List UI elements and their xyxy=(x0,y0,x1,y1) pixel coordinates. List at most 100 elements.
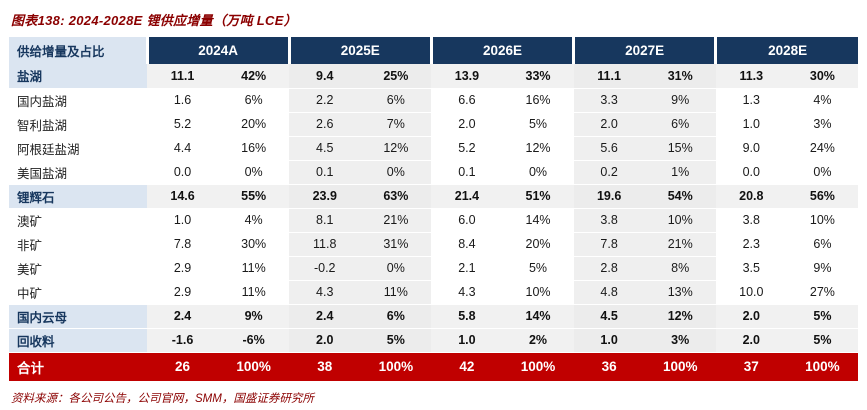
share-cell: 100% xyxy=(502,352,574,381)
value-cell: 2.4 xyxy=(289,304,361,329)
row-label: 国内云母 xyxy=(9,304,147,329)
value-cell: 37 xyxy=(715,352,787,381)
value-cell: 2.9 xyxy=(147,280,219,305)
header-year-2024a: 2024A xyxy=(145,37,290,64)
table-row: 国内盐湖 1.6 6% 2.2 6% 6.6 16% 3.3 9% 1.3 4% xyxy=(9,88,858,113)
share-cell: 55% xyxy=(218,184,290,209)
value-cell: 5.8 xyxy=(431,304,503,329)
table-row: 美矿 2.9 11% -0.2 0% 2.1 5% 2.8 8% 3.5 9% xyxy=(9,256,858,281)
share-cell: 12% xyxy=(360,136,432,161)
share-cell: 5% xyxy=(786,304,858,329)
share-cell: 4% xyxy=(786,88,858,113)
share-cell: 2% xyxy=(502,328,574,353)
row-label: 回收料 xyxy=(9,328,147,353)
share-cell: 21% xyxy=(644,232,716,257)
value-cell: 2.8 xyxy=(573,256,645,281)
value-cell: 9.0 xyxy=(715,136,787,161)
value-cell: 4.5 xyxy=(289,136,361,161)
share-cell: 16% xyxy=(218,136,290,161)
value-cell: 1.0 xyxy=(431,328,503,353)
share-cell: 6% xyxy=(786,232,858,257)
share-cell: 25% xyxy=(360,64,432,89)
share-cell: 5% xyxy=(502,256,574,281)
value-cell: 10.0 xyxy=(715,280,787,305)
header-year-2027e: 2027E xyxy=(572,37,716,64)
value-cell: 1.0 xyxy=(147,208,219,233)
share-cell: 6% xyxy=(644,112,716,137)
header-row: 供给增量及占比 2024A 2025E 2026E 2027E 2028E xyxy=(9,37,858,64)
value-cell: 26 xyxy=(147,352,219,381)
value-cell: 3.8 xyxy=(715,208,787,233)
share-cell: 100% xyxy=(786,352,858,381)
value-cell: 2.0 xyxy=(431,112,503,137)
value-cell: 5.2 xyxy=(431,136,503,161)
value-cell: 38 xyxy=(289,352,361,381)
share-cell: 12% xyxy=(502,136,574,161)
table-row: 锂辉石 14.6 55% 23.9 63% 21.4 51% 19.6 54% 20.8 56% xyxy=(9,184,858,209)
share-cell: 0% xyxy=(502,160,574,185)
share-cell: 14% xyxy=(502,304,574,329)
share-cell: 24% xyxy=(786,136,858,161)
value-cell: 1.6 xyxy=(147,88,219,113)
total-row: 合计 26 100% 38 100% 42 100% 36 100% 37 100% xyxy=(9,352,858,381)
value-cell: 36 xyxy=(573,352,645,381)
share-cell: 7% xyxy=(360,112,432,137)
source-note: 资料来源：各公司公告，公司官网，SMM，国盛证券研究所 xyxy=(11,393,314,405)
value-cell: 7.8 xyxy=(147,232,219,257)
table-row: 回收料 -1.6 -6% 2.0 5% 1.0 2% 1.0 3% 2.0 5% xyxy=(9,328,858,353)
header-label: 供给增量及占比 xyxy=(9,37,147,64)
share-cell: 11% xyxy=(218,280,290,305)
share-cell: 9% xyxy=(218,304,290,329)
share-cell: 5% xyxy=(360,328,432,353)
share-cell: 15% xyxy=(644,136,716,161)
value-cell: 4.8 xyxy=(573,280,645,305)
share-cell: 0% xyxy=(360,256,432,281)
share-cell: 100% xyxy=(360,352,432,381)
value-cell: 2.0 xyxy=(715,328,787,353)
share-cell: 30% xyxy=(786,64,858,89)
header-year-2028e: 2028E xyxy=(714,37,858,64)
row-label: 合计 xyxy=(9,352,147,381)
table-row: 美国盐湖 0.0 0% 0.1 0% 0.1 0% 0.2 1% 0.0 0% xyxy=(9,160,858,185)
row-label: 国内盐湖 xyxy=(9,88,147,113)
share-cell: 20% xyxy=(218,112,290,137)
share-cell: 12% xyxy=(644,304,716,329)
share-cell: 20% xyxy=(502,232,574,257)
share-cell: 31% xyxy=(360,232,432,257)
share-cell: 33% xyxy=(502,64,574,89)
share-cell: 5% xyxy=(786,328,858,353)
share-cell: 6% xyxy=(360,304,432,329)
share-cell: 11% xyxy=(360,280,432,305)
value-cell: 2.0 xyxy=(715,304,787,329)
share-cell: 8% xyxy=(644,256,716,281)
value-cell: 7.8 xyxy=(573,232,645,257)
table-row: 中矿 2.9 11% 4.3 11% 4.3 10% 4.8 13% 10.0 27% xyxy=(9,280,858,305)
share-cell: 6% xyxy=(218,88,290,113)
value-cell: 2.4 xyxy=(147,304,219,329)
row-label: 阿根廷盐湖 xyxy=(9,136,147,161)
value-cell: 0.0 xyxy=(715,160,787,185)
value-cell: 4.5 xyxy=(573,304,645,329)
value-cell: 42 xyxy=(431,352,503,381)
row-label: 非矿 xyxy=(9,232,147,257)
value-cell: 11.1 xyxy=(573,64,645,89)
share-cell: 10% xyxy=(644,208,716,233)
value-cell: 6.0 xyxy=(431,208,503,233)
row-label: 美国盐湖 xyxy=(9,160,147,185)
share-cell: 54% xyxy=(644,184,716,209)
value-cell: 1.3 xyxy=(715,88,787,113)
share-cell: 27% xyxy=(786,280,858,305)
value-cell: 4.4 xyxy=(147,136,219,161)
table-row: 国内云母 2.4 9% 2.4 6% 5.8 14% 4.5 12% 2.0 5% xyxy=(9,304,858,329)
value-cell: 14.6 xyxy=(147,184,219,209)
value-cell: 2.0 xyxy=(573,112,645,137)
value-cell: 3.5 xyxy=(715,256,787,281)
value-cell: 0.2 xyxy=(573,160,645,185)
share-cell: 10% xyxy=(786,208,858,233)
share-cell: 56% xyxy=(786,184,858,209)
share-cell: 63% xyxy=(360,184,432,209)
share-cell: 3% xyxy=(786,112,858,137)
value-cell: 1.0 xyxy=(715,112,787,137)
value-cell: 20.8 xyxy=(715,184,787,209)
share-cell: 100% xyxy=(218,352,290,381)
